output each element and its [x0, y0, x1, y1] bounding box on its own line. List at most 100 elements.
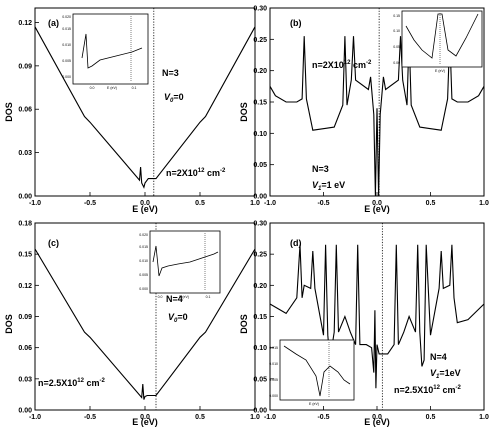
- inset-y-tick: 0.010: [62, 43, 71, 47]
- y-axis-label: DOS: [4, 314, 14, 334]
- y-tick-label: 0.05: [253, 376, 267, 383]
- panel-b: DOS E (eV) -1.0 -0.5 0.0 0.5 1.00.000.050.10…: [239, 6, 489, 215]
- inset-y-tick: 0.000: [269, 394, 278, 398]
- y-tick-label: 0.12: [18, 20, 32, 27]
- x-tick-label: 0.0: [140, 414, 150, 421]
- y-tick-label: 0.15: [253, 100, 267, 107]
- inset-curve: [405, 13, 479, 59]
- y-tick-label: 0.06: [18, 107, 32, 114]
- inset: 0.0 E (eV) 0.1 0.000 0.005 0.010 0.015 0…: [139, 230, 221, 299]
- y-axis-label: DOS: [239, 102, 249, 122]
- n-layers-label: N=4: [430, 352, 447, 362]
- plot-frame: [34, 222, 256, 411]
- inset-y-tick: 0.005: [269, 378, 278, 382]
- x-axis-label: E (eV): [364, 204, 390, 214]
- dos-curve: [34, 26, 256, 189]
- y-tick-label: 0.00: [18, 408, 32, 415]
- plot-frame: [269, 7, 485, 197]
- y-tick-label: 0.05: [253, 162, 267, 169]
- panel-d: DOS E (eV) -1.0 -0.5 0.0 0.5 1.00.000.050.10…: [239, 221, 489, 428]
- x-tick-label: -1.0: [29, 200, 41, 207]
- x-tick-label: 1.0: [250, 414, 260, 421]
- panel-label: (a): [48, 18, 59, 28]
- y-tick-label: 0.09: [18, 63, 32, 70]
- y-tick-label: 0.03: [18, 150, 32, 157]
- dos-curve: [269, 36, 485, 197]
- inset-y-tick: 0.010: [269, 362, 278, 366]
- y-tick-label: 0.10: [253, 345, 267, 352]
- n-layers-label: N=4: [166, 294, 183, 304]
- inset-y-tick: 0.000: [139, 287, 148, 291]
- inset-y-tick: 0.020: [62, 15, 71, 19]
- inset-y-tick: 0.010: [139, 259, 148, 263]
- dos-curve: [269, 244, 485, 389]
- plot-frame: [269, 222, 485, 411]
- inset-frame: [279, 339, 355, 401]
- inset-y-tick: 0.00: [393, 61, 400, 65]
- x-tick-label: 0.5: [195, 200, 205, 207]
- y-tick-label: 0.18: [18, 221, 32, 228]
- density-label: n=2X1012 cm-2: [312, 60, 372, 70]
- inset-curve: [283, 345, 351, 397]
- x-tick-label: 0.0: [140, 200, 150, 207]
- inset-y-tick: 0.015: [269, 346, 278, 350]
- x-tick-label: -0.5: [84, 200, 96, 207]
- x-tick-label: 1.0: [479, 200, 489, 207]
- inset-y-tick: 0.05: [393, 45, 400, 49]
- potential-label: V1=1eV: [430, 368, 461, 380]
- x-tick-label: -0.5: [317, 414, 329, 421]
- x-tick-label: 0.5: [426, 200, 436, 207]
- n-layers-label: N=3: [312, 164, 329, 174]
- y-tick-label: 0.09: [18, 314, 32, 321]
- panel-label: (b): [290, 18, 302, 28]
- potential-label: V0=0: [168, 312, 188, 324]
- x-tick-label: -1.0: [264, 200, 276, 207]
- inset-y-tick: 0.005: [62, 59, 71, 63]
- y-tick-label: 0.30: [253, 221, 267, 228]
- y-tick-label: 0.15: [253, 314, 267, 321]
- x-tick-label: -0.5: [317, 200, 329, 207]
- inset-frame: [72, 13, 149, 85]
- inset-x-tick: 0.1: [132, 86, 137, 90]
- x-tick-label: 0.5: [426, 414, 436, 421]
- inset-x-tick: 0.1: [206, 295, 211, 299]
- y-tick-label: 0.03: [18, 376, 32, 383]
- inset-y-tick: 0.015: [139, 245, 148, 249]
- inset-y-tick: 0.005: [139, 273, 148, 277]
- y-tick-label: 0.06: [18, 345, 32, 352]
- dos-curve: [34, 248, 256, 400]
- inset: 0.0 E (eV) 0.1 0.000 0.005 0.010 0.015 0…: [62, 13, 149, 90]
- x-tick-label: 0.0: [372, 414, 382, 421]
- y-tick-label: 0.15: [18, 252, 32, 259]
- x-tick-label: 0.5: [195, 414, 205, 421]
- inset-x-label: E (eV): [107, 86, 117, 90]
- x-tick-label: 1.0: [479, 414, 489, 421]
- density-label: n=2.5X1012 cm-2: [394, 385, 461, 395]
- y-tick-label: 0.00: [18, 194, 32, 201]
- panel-a: DOS E (eV) -1.0 -0.5 0.0 0.5 1.0 0.00 0.03 0.06…: [4, 7, 260, 214]
- inset-x-label: E (eV): [179, 295, 189, 299]
- inset-x-tick: 0.0: [90, 86, 95, 90]
- inset-frame: [149, 230, 221, 294]
- density-label: n=2X1012 cm-2: [166, 168, 226, 178]
- inset-x-label: E (eV): [435, 69, 445, 73]
- inset-y-tick: 0.000: [62, 75, 71, 79]
- x-tick-label: -1.0: [29, 414, 41, 421]
- y-axis-label: DOS: [239, 314, 249, 334]
- inset-y-tick: 0.15: [393, 14, 400, 18]
- y-tick-label: 0.12: [18, 283, 32, 290]
- y-tick-label: 0.25: [253, 252, 267, 259]
- inset-x-label: E (eV): [309, 402, 319, 406]
- panel-label: (d): [290, 238, 302, 248]
- panel-label: (c): [48, 238, 59, 248]
- x-axis-label: E (eV): [132, 204, 158, 214]
- inset-y-tick: 0.020: [139, 233, 148, 237]
- x-tick-label: 0.0: [372, 200, 382, 207]
- y-tick-label: 0.30: [253, 6, 267, 13]
- y-tick-label: 0.00: [253, 194, 267, 201]
- inset: E (eV) 0.000 0.005 0.010 0.015: [269, 339, 355, 406]
- y-tick-label: 0.20: [253, 68, 267, 75]
- x-tick-label: 1.0: [250, 200, 260, 207]
- inset-curve: [152, 245, 219, 277]
